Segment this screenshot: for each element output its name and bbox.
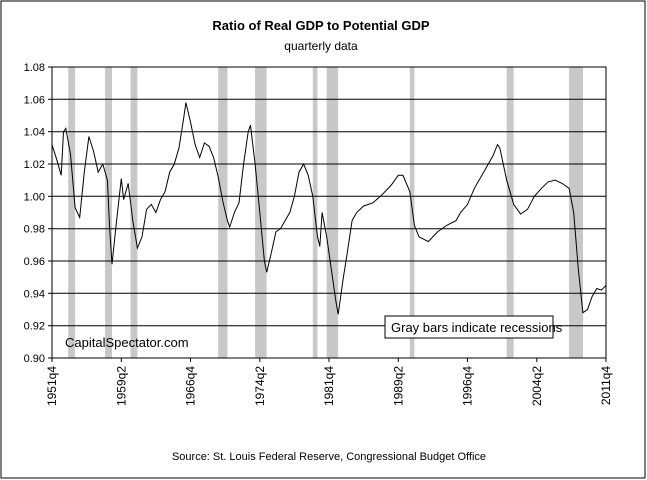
plot-area: 0.90 0.92 0.94 0.96 0.98 1.00 1.02 1.04 1.06 1.08… (24, 62, 613, 406)
x-tick-label-6: 1996q4 (461, 366, 475, 406)
recession-bar-10 (569, 67, 583, 358)
x-tick-label-3: 1974q2 (253, 366, 267, 406)
y-tick-label-1: 0.92 (24, 321, 45, 333)
recession-bar-8 (409, 67, 415, 358)
x-tick-label-0: 1951q4 (45, 366, 59, 406)
y-axis-ticks: 0.90 0.92 0.94 0.96 0.98 1.00 1.02 1.04 1.06 1.08 (24, 62, 52, 365)
annotation-box: Gray bars indicate recessions (384, 315, 563, 339)
chart-subtitle: quarterly data (284, 39, 358, 53)
recession-bar-3 (130, 67, 138, 358)
recession-bar-1 (68, 67, 76, 358)
y-tick-label-0: 0.90 (24, 353, 45, 365)
y-tick-label-2: 0.94 (24, 288, 45, 300)
x-axis-ticks: 1951q4 1959q2 1966q4 1974q2 1981q4 1989q2 1996… (45, 358, 613, 406)
recession-bar-4 (218, 67, 228, 358)
y-tick-label-7: 1.04 (24, 127, 45, 139)
y-tick-label-3: 0.96 (24, 256, 45, 268)
y-tick-label-8: 1.06 (24, 94, 45, 106)
annotation-text: Gray bars indicate recessions (391, 320, 563, 335)
y-tick-label-5: 1.00 (24, 191, 45, 203)
watermark-text: CapitalSpectator.com (65, 335, 189, 350)
x-tick-label-1: 1959q2 (114, 366, 128, 406)
recession-bar-5 (255, 67, 267, 358)
x-tick-label-5: 1989q2 (391, 366, 405, 406)
chart-title: Ratio of Real GDP to Potential GDP (212, 18, 430, 33)
recession-bar-7 (326, 67, 339, 358)
y-tick-label-4: 0.98 (24, 224, 45, 236)
x-tick-label-4: 1981q4 (322, 366, 336, 406)
x-tick-label-2: 1966q4 (184, 366, 198, 406)
source-text: Source: St. Louis Federal Reserve, Congr… (172, 451, 486, 463)
recession-bar-9 (506, 67, 514, 358)
series-line-gdp-ratio (51, 102, 607, 315)
y-tick-label-9: 1.08 (24, 62, 45, 74)
y-tick-label-6: 1.02 (24, 159, 45, 171)
x-tick-label-7: 2004q2 (530, 366, 544, 406)
x-tick-label-8: 2011q4 (599, 366, 613, 405)
